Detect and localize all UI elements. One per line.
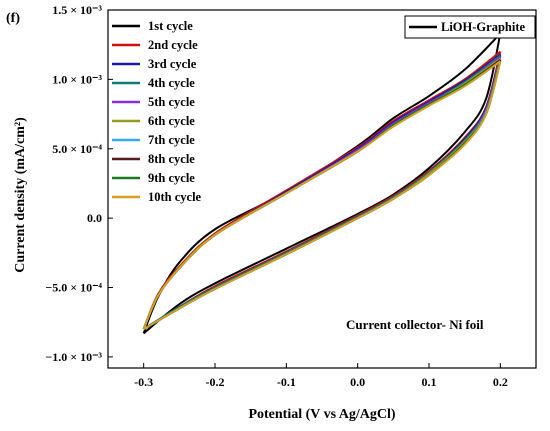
series-line-cathodic xyxy=(142,60,501,330)
plot-frame xyxy=(107,9,537,369)
legend-label: 10th cycle xyxy=(148,190,202,204)
legend-label: 8th cycle xyxy=(148,152,195,166)
y-tick-label: 1.0 × 10⁻³ xyxy=(52,72,102,86)
series-line-anodic xyxy=(143,33,502,335)
y-tick-label: −5.0 × 10⁻⁴ xyxy=(45,281,102,295)
legend-label: 3rd cycle xyxy=(148,57,197,71)
annotation: Current collector- Ni foil xyxy=(346,317,484,332)
legend-label: 9th cycle xyxy=(148,171,195,185)
series-10 xyxy=(142,60,502,331)
x-tick-label: -0.1 xyxy=(277,375,296,389)
legend: 1st cycle 2nd cycle 3rd cycle 4th cycle 5th … xyxy=(112,19,202,204)
x-tick-label: -0.3 xyxy=(134,375,153,389)
x-tick-label: 0.1 xyxy=(422,375,437,389)
series-layer xyxy=(142,32,502,335)
legend-label: 7th cycle xyxy=(148,133,195,147)
legend-label: 1st cycle xyxy=(148,19,193,33)
legend-label: 5th cycle xyxy=(148,95,195,109)
x-axis: -0.3 -0.2 -0.1 0.0 0.1 0.2 xyxy=(134,363,508,389)
secondary-legend-label: LiOH-Graphite xyxy=(441,20,525,34)
y-axis: −1.0 × 10⁻³ −5.0 × 10⁻⁴ 0.0 5.0 × 10⁻⁴ 1.0 ×… xyxy=(45,3,113,364)
series-line-anodic xyxy=(143,61,502,331)
y-tick-label: 5.0 × 10⁻⁴ xyxy=(52,142,102,156)
series-line-cathodic xyxy=(142,32,502,334)
x-tick-label: -0.2 xyxy=(206,375,225,389)
y-tick-label: −1.0 × 10⁻³ xyxy=(45,350,102,364)
secondary-legend-box xyxy=(404,15,536,39)
legend-label: 2nd cycle xyxy=(148,38,198,52)
y-tick-label: 1.5 × 10⁻³ xyxy=(52,3,102,17)
x-tick-label: 0.2 xyxy=(493,375,508,389)
y-axis-title: Current density (mA/cm²) xyxy=(13,117,28,273)
y-tick-label: 0.0 xyxy=(87,211,102,225)
legend-label: 4th cycle xyxy=(148,76,195,90)
legend-label: 6th cycle xyxy=(148,114,195,128)
x-axis-title: Potential (V vs Ag/AgCl) xyxy=(248,407,395,422)
x-tick-label: 0.0 xyxy=(350,375,365,389)
series-1 xyxy=(142,32,502,335)
panel-label: (f) xyxy=(6,11,20,26)
secondary-legend: LiOH-Graphite xyxy=(404,15,536,39)
